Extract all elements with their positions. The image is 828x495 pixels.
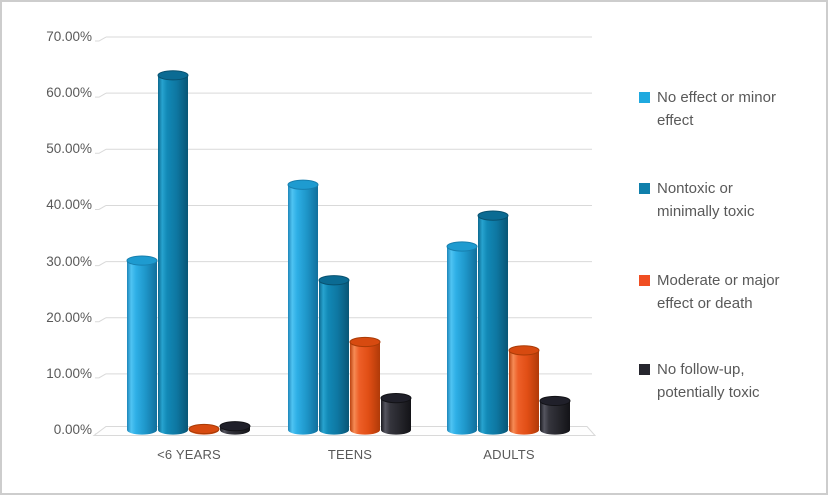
axis-tick	[95, 205, 107, 210]
bar-nontoxic-or-minimally-toxic-adults[interactable]	[477, 210, 509, 435]
y-tick-label: 60.00%	[46, 85, 92, 101]
legend: No effect or minor effect Nontoxic or min…	[639, 2, 824, 493]
y-tick-label: 20.00%	[46, 309, 92, 325]
bar-no-effect-or-minor-effect-teens[interactable]	[287, 179, 319, 435]
axis-tick	[95, 373, 107, 379]
legend-label: Moderate or major effect or death	[657, 272, 780, 312]
category-label-adults: ADULTS	[483, 447, 535, 462]
axis-tick	[95, 148, 107, 154]
axis-tick	[95, 92, 107, 98]
bar-no-effect-or-minor-effect-adults[interactable]	[446, 241, 478, 435]
category-label-teens: TEENS	[327, 447, 373, 462]
legend-label: No follow-up, potentially toxic	[657, 361, 760, 401]
legend-swatch-icon	[639, 183, 650, 194]
y-tick-label: 40.00%	[46, 197, 92, 213]
legend-label: Nontoxic or minimally toxic	[657, 180, 755, 220]
legend-swatch-icon	[639, 92, 650, 103]
legend-item-no-follow-up-potentially-toxic[interactable]: No follow-up, potentially toxic	[639, 358, 815, 404]
bar-nontoxic-or-minimally-toxic-teens[interactable]	[318, 275, 350, 435]
category-label-under-6-years: <6 YEARS	[157, 447, 221, 462]
y-tick-label: 30.00%	[46, 253, 92, 269]
bar-no-effect-or-minor-effect-under-6-years[interactable]	[126, 255, 158, 435]
y-tick-label: 70.00%	[46, 29, 92, 45]
y-tick-label: 0.00%	[53, 422, 92, 437]
bar-moderate-or-major-effect-or-death-teens[interactable]	[349, 336, 381, 435]
y-tick-label: 50.00%	[46, 141, 92, 157]
bar-no-follow-up-potentially-toxic-adults[interactable]	[539, 395, 571, 435]
axis-tick	[95, 36, 107, 42]
legend-item-nontoxic-or-minimally-toxic[interactable]: Nontoxic or minimally toxic	[639, 177, 815, 223]
bar-nontoxic-or-minimally-toxic-under-6-years[interactable]	[157, 70, 189, 435]
bar-no-follow-up-potentially-toxic-under-6-years[interactable]	[219, 421, 251, 435]
axis-tick	[95, 261, 107, 267]
legend-item-no-effect-or-minor-effect[interactable]: No effect or minor effect	[639, 86, 815, 132]
legend-swatch-icon	[639, 275, 650, 286]
bar-moderate-or-major-effect-or-death-adults[interactable]	[508, 345, 540, 435]
legend-swatch-icon	[639, 364, 650, 375]
bar-moderate-or-major-effect-or-death-under-6-years[interactable]	[188, 423, 220, 435]
legend-label: No effect or minor effect	[657, 89, 776, 129]
axis-tick	[95, 317, 107, 323]
bar-no-follow-up-potentially-toxic-teens[interactable]	[380, 393, 412, 435]
y-tick-label: 10.00%	[46, 365, 92, 381]
legend-item-moderate-or-major-effect-or-death[interactable]: Moderate or major effect or death	[639, 269, 815, 315]
